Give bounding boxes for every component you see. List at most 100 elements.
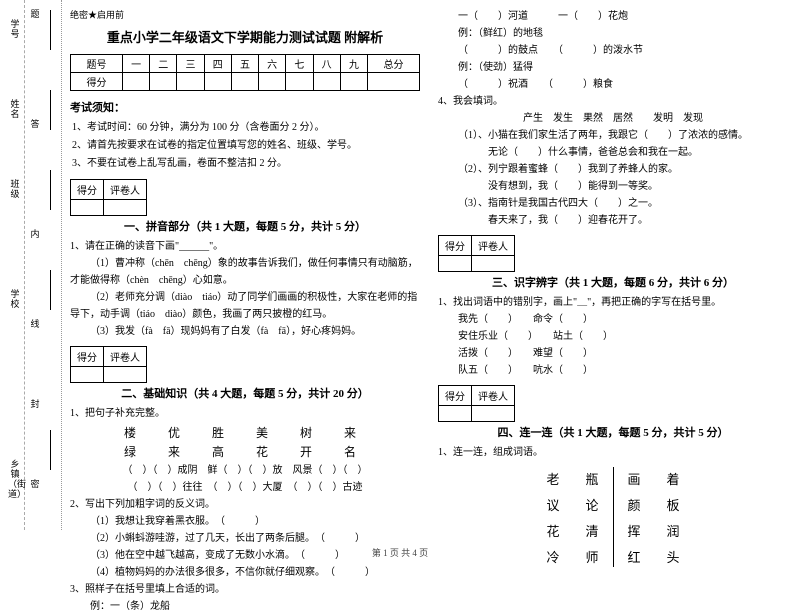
score-header: 一 [122, 55, 149, 73]
q3-row: 活拨（ ） 难望（ ） [438, 345, 788, 362]
grader-table: 得分 评卷人 [70, 346, 147, 383]
score-row-label: 得分 [71, 73, 123, 91]
mini-cell[interactable] [104, 200, 147, 216]
q1-line: （2）老师充分调（diào tiáo）动了同学们画画的积极性，大家在老师的指导下… [70, 289, 420, 323]
margin-line [50, 90, 51, 130]
q3-row: 我先（ ） 命令（ ） [438, 311, 788, 328]
q2-line: （4）植物妈妈的办法很多很多，不信你就仔细观察。 （ ） [70, 564, 420, 581]
r-p4: 4、我会填词。 [438, 93, 788, 110]
cutmark: 答 [28, 120, 42, 130]
score-cell[interactable] [340, 73, 367, 91]
mini-c1: 得分 [439, 386, 472, 406]
mini-c1: 得分 [439, 236, 472, 256]
notice-title: 考试须知： [70, 99, 420, 115]
match-char[interactable]: 老 [546, 472, 559, 487]
r-line: （1）、小猫在我们家生活了两年，我跟它（ ）了浓浓的感情。 [438, 127, 788, 144]
mini-cell[interactable] [439, 256, 472, 272]
score-header: 七 [286, 55, 313, 73]
match-char[interactable]: 挥 [628, 524, 641, 539]
margin-label-name: 姓名 [8, 100, 22, 120]
notice-line: 1、考试时间：60 分钟，满分为 100 分（含卷面分 2 分）。 [72, 119, 420, 137]
margin-line [50, 270, 51, 310]
mini-c1: 得分 [71, 180, 104, 200]
margin-label-school: 学校 [8, 290, 22, 310]
match-char[interactable]: 论 [585, 498, 598, 513]
q3-row: 队五（ ） 吭水（ ） [438, 362, 788, 379]
match-char[interactable]: 花 [546, 524, 559, 539]
grader-table: 得分 评卷人 [70, 179, 147, 216]
match-char[interactable]: 板 [667, 498, 680, 513]
score-cell[interactable] [150, 73, 177, 91]
q2-p3: 3、照样子在括号里填上合适的词。 [70, 581, 420, 598]
match-char[interactable]: 润 [667, 524, 680, 539]
mini-cell[interactable] [439, 406, 472, 422]
blank[interactable]: （ ） [220, 516, 265, 527]
score-cell[interactable] [231, 73, 258, 91]
q3-stem: 1、找出词语中的错别字，画上"＿"，再把正确的字写在括号里。 [438, 294, 788, 311]
paper-title: 重点小学二年级语文下学期能力测试试题 附解析 [70, 27, 420, 46]
mini-cell[interactable] [104, 367, 147, 383]
page-content: 绝密★启用前 重点小学二年级语文下学期能力测试试题 附解析 题号 一 二 三 四… [70, 8, 790, 615]
cutmark: 封 [28, 400, 42, 410]
score-cell[interactable] [177, 73, 204, 91]
match-char[interactable]: 议 [546, 498, 559, 513]
match-char[interactable]: 画 [628, 472, 641, 487]
score-header: 六 [259, 55, 286, 73]
q1-stem: 1、请在正确的读音下画"______"。 [70, 238, 420, 255]
char-row: 楼 优 胜 美 树 来 [70, 424, 420, 441]
margin-line [50, 10, 51, 50]
q2-line: （1）我想让我穿着黑衣服。 （ ） [70, 513, 420, 530]
blank-row: （ ）（ ）往往 （ ）（ ）大厦 （ ）（ ）古迹 [70, 479, 420, 496]
grader-table: 得分 评卷人 [438, 235, 515, 272]
score-header: 九 [340, 55, 367, 73]
mini-cell[interactable] [472, 256, 515, 272]
score-header: 总分 [367, 55, 419, 73]
match-char[interactable]: 着 [667, 472, 680, 487]
match-char[interactable]: 清 [585, 524, 598, 539]
word-bank: 产生 发生 果然 居然 发明 发现 [438, 110, 788, 127]
score-cell[interactable] [122, 73, 149, 91]
score-cell[interactable] [259, 73, 286, 91]
score-cell[interactable] [286, 73, 313, 91]
r-line: 无论（ ）什么事情，爸爸总会和我在一起。 [438, 144, 788, 161]
secret-label: 绝密★启用前 [70, 8, 420, 21]
q2-text: （2）小蝌蚪游哇游，过了几天，长出了两条后腿。 [90, 533, 310, 544]
blank-row: （ ）（ ）成阴 鲜（ ）（ ）放 风景（ ）（ ） [70, 462, 420, 479]
r-line: （2）、列宁跟着蜜蜂（ ）我到了养蜂人的家。 [438, 161, 788, 178]
notice-line: 2、请首先按要求在试卷的指定位置填写您的姓名、班级、学号。 [72, 137, 420, 155]
cutmark: 内 [28, 230, 42, 240]
score-cell[interactable] [367, 73, 419, 91]
mini-c1: 得分 [71, 347, 104, 367]
notice-line: 3、不要在试卷上乱写乱画，卷面不整洁扣 2 分。 [72, 155, 420, 173]
cutmark: 线 [28, 320, 42, 330]
match-char[interactable]: 颜 [628, 498, 641, 513]
section-2-title: 二、基础知识（共 4 大题，每题 5 分，共计 20 分） [70, 385, 420, 401]
mini-cell[interactable] [71, 367, 104, 383]
section-1-title: 一、拼音部分（共 1 大题，每题 5 分，共计 5 分） [70, 218, 420, 234]
r-line: （ ）的鼓点 （ ）的泼水节 [438, 42, 788, 59]
mini-cell[interactable] [71, 200, 104, 216]
margin-label-id: 学号 [8, 20, 22, 40]
blank[interactable]: （ ） [320, 533, 365, 544]
margin-line [50, 430, 51, 470]
score-cell[interactable] [204, 73, 231, 91]
r-line: 春天来了，我（ ）迎春花开了。 [438, 212, 788, 229]
score-header: 四 [204, 55, 231, 73]
mini-cell[interactable] [472, 406, 515, 422]
r-line: 没有想到，我（ ）能得到一等奖。 [438, 178, 788, 195]
q4-stem: 1、连一连，组成词语。 [438, 444, 788, 461]
r-line: 例：（鲜红）的地毯 [438, 25, 788, 42]
match-char[interactable]: 瓶 [585, 472, 598, 487]
q2-text: （1）我想让我穿着黑衣服。 [90, 516, 210, 527]
q3-row: 安住乐业（ ） 站土（ ） [438, 328, 788, 345]
score-header: 八 [313, 55, 340, 73]
cutmark: 密 [28, 480, 42, 490]
blank[interactable]: （ ） [330, 567, 375, 578]
grader-table: 得分 评卷人 [438, 385, 515, 422]
cutmark: 题 [28, 10, 42, 20]
margin-label-class: 班级 [8, 180, 22, 200]
score-cell[interactable] [313, 73, 340, 91]
q2-text: （4）植物妈妈的办法很多很多，不信你就仔细观察。 [90, 567, 320, 578]
q1-line: （1）曹冲称（chēn chēng）象的故事告诉我们，做任何事情只有动脑筋，才能… [70, 255, 420, 289]
page-footer: 第 1 页 共 4 页 [0, 546, 800, 559]
